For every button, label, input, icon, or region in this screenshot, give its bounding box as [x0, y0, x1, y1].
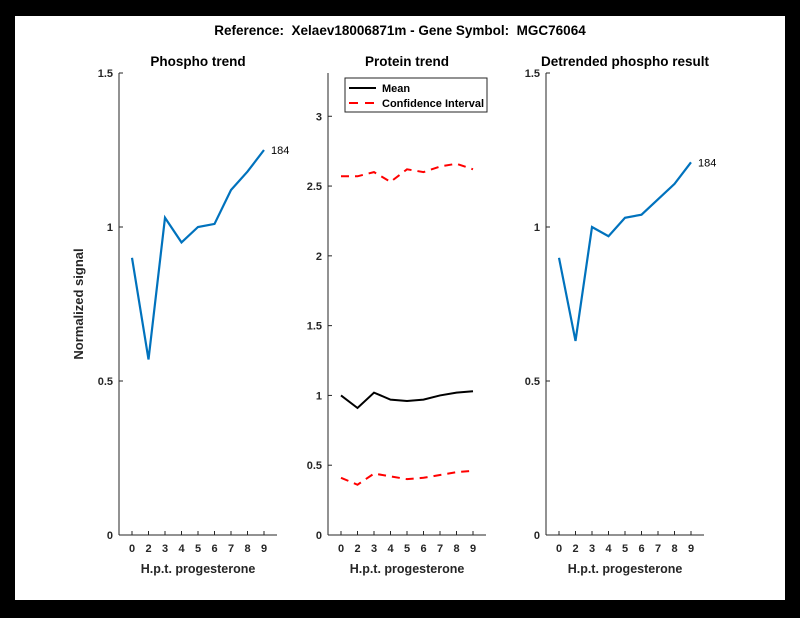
x-tick-label: 8 [671, 543, 677, 555]
endpoint-annotation: 184 [698, 157, 716, 169]
x-tick-label: 9 [470, 543, 476, 555]
x-tick-label: 4 [178, 543, 185, 555]
x-axis-label: H.p.t. progesterone [350, 562, 465, 576]
x-tick-label: 2 [145, 543, 151, 555]
y-tick-label: 0.5 [98, 376, 113, 388]
x-axis-label: H.p.t. progesterone [141, 562, 256, 576]
figure-title: Reference: Xelaev18006871m - Gene Symbol… [214, 23, 586, 38]
y-tick-label: 0.5 [307, 460, 322, 472]
x-tick-label: 8 [453, 543, 459, 555]
figure-canvas: Reference: Xelaev18006871m - Gene Symbol… [15, 16, 785, 600]
x-tick-label: 7 [437, 543, 443, 555]
chart-title: Protein trend [365, 54, 449, 69]
y-tick-label: 1 [534, 222, 540, 234]
chart-title: Phospho trend [150, 54, 245, 69]
y-tick-label: 0.5 [525, 376, 540, 388]
y-tick-label: 1.5 [525, 68, 540, 80]
x-tick-label: 8 [244, 543, 250, 555]
y-tick-label: 0 [316, 530, 322, 542]
x-tick-label: 6 [638, 543, 644, 555]
x-tick-label: 4 [387, 543, 394, 555]
y-tick-label: 3 [316, 111, 322, 123]
series-line-2 [340, 469, 474, 486]
x-tick-label: 6 [420, 543, 426, 555]
series-line-0 [557, 161, 692, 342]
chart-title: Detrended phospho result [541, 54, 710, 69]
x-tick-label: 0 [338, 543, 344, 555]
x-tick-label: 7 [228, 543, 234, 555]
y-tick-label: 1.5 [98, 68, 113, 80]
x-tick-label: 5 [404, 543, 410, 555]
x-tick-label: 2 [572, 543, 578, 555]
y-tick-label: 0 [534, 530, 540, 542]
x-tick-label: 3 [371, 543, 377, 555]
x-tick-label: 3 [162, 543, 168, 555]
legend-entry-label: Mean [382, 83, 410, 95]
x-tick-label: 0 [129, 543, 135, 555]
y-axis-label: Normalized signal [71, 248, 86, 359]
x-tick-label: 5 [622, 543, 628, 555]
y-tick-label: 1.5 [307, 321, 322, 333]
legend-box [344, 77, 488, 113]
endpoint-annotation: 184 [271, 145, 289, 157]
x-tick-label: 7 [655, 543, 661, 555]
x-tick-label: 5 [195, 543, 201, 555]
series-line-1 [341, 162, 474, 184]
series-line-0 [340, 390, 474, 410]
x-tick-label: 9 [261, 543, 267, 555]
x-tick-label: 2 [354, 543, 360, 555]
y-tick-label: 2.5 [307, 181, 322, 193]
x-tick-label: 9 [688, 543, 694, 555]
series-line-0 [130, 149, 265, 360]
y-tick-label: 2 [316, 251, 322, 263]
x-axis-label: H.p.t. progesterone [568, 562, 683, 576]
y-tick-label: 0 [107, 530, 113, 542]
y-tick-label: 1 [107, 222, 113, 234]
y-tick-label: 1 [316, 390, 322, 402]
x-tick-label: 0 [556, 543, 562, 555]
x-tick-label: 6 [211, 543, 217, 555]
x-tick-label: 4 [605, 543, 612, 555]
x-tick-label: 3 [589, 543, 595, 555]
legend-entry-label: Confidence Interval [382, 98, 484, 110]
